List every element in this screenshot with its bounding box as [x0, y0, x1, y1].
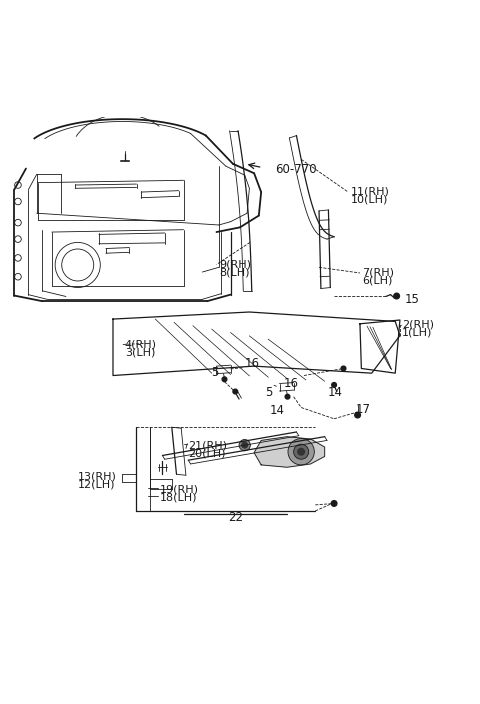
Circle shape: [233, 389, 238, 394]
Text: 16: 16: [245, 357, 260, 370]
Text: 20(LH): 20(LH): [188, 448, 226, 458]
Text: 10(LH): 10(LH): [350, 194, 388, 204]
Text: 7(RH): 7(RH): [362, 268, 394, 278]
Circle shape: [341, 366, 346, 371]
Text: 5: 5: [265, 386, 273, 399]
Text: 12(LH): 12(LH): [78, 479, 115, 489]
Circle shape: [332, 382, 336, 387]
Circle shape: [331, 501, 337, 506]
Text: 60-770: 60-770: [275, 163, 317, 176]
Circle shape: [355, 413, 360, 418]
Text: 1(LH): 1(LH): [402, 327, 432, 337]
Text: 14: 14: [269, 404, 284, 417]
Text: 16: 16: [283, 377, 298, 391]
Text: 6(LH): 6(LH): [362, 276, 393, 286]
Text: 19(RH): 19(RH): [160, 485, 199, 495]
Text: 4(RH): 4(RH): [125, 339, 157, 349]
Text: 13(RH): 13(RH): [78, 471, 117, 482]
Circle shape: [298, 448, 304, 455]
Text: 21(RH): 21(RH): [188, 440, 227, 450]
Circle shape: [222, 377, 227, 382]
Circle shape: [242, 442, 248, 448]
Text: 22: 22: [228, 511, 243, 524]
Text: 14: 14: [328, 386, 343, 399]
Text: 5: 5: [212, 365, 219, 379]
Circle shape: [288, 439, 314, 465]
Text: 9(RH): 9(RH): [219, 260, 251, 270]
Circle shape: [239, 439, 251, 451]
Text: 15: 15: [405, 294, 420, 306]
Text: 8(LH): 8(LH): [219, 268, 249, 277]
Circle shape: [394, 293, 399, 298]
Text: 11(RH): 11(RH): [350, 186, 389, 196]
Text: 2(RH): 2(RH): [402, 319, 434, 329]
Text: 18(LH): 18(LH): [160, 493, 198, 503]
Text: 17: 17: [355, 403, 370, 416]
Polygon shape: [254, 436, 324, 467]
Text: 3(LH): 3(LH): [125, 348, 155, 358]
Circle shape: [285, 394, 290, 399]
Circle shape: [294, 444, 309, 459]
